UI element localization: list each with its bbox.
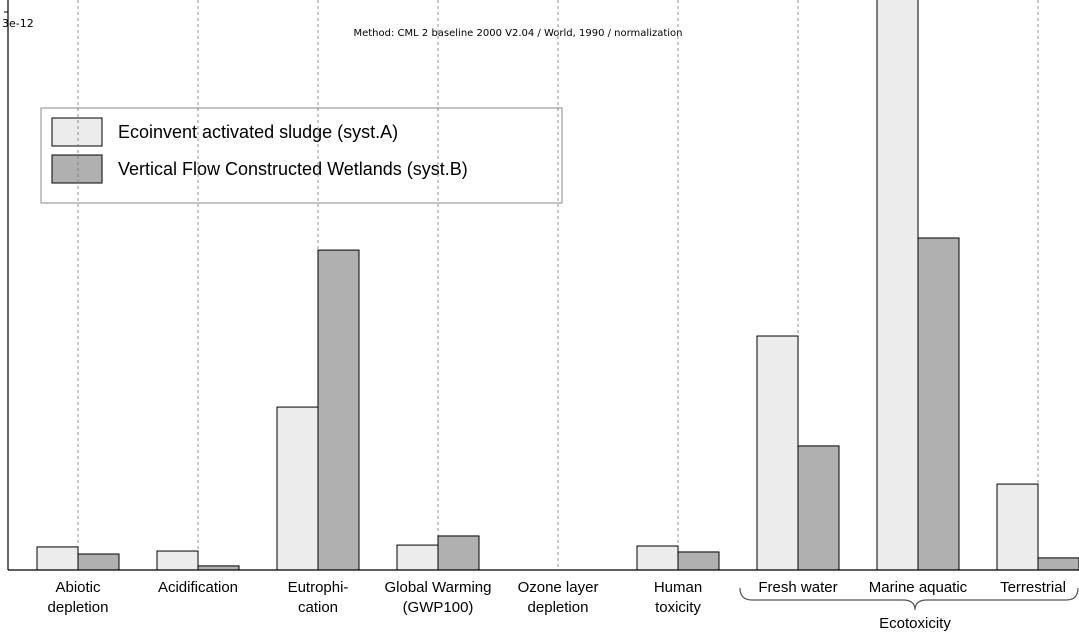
x-tick-label: cation <box>298 599 338 616</box>
x-tick-label: Acidification <box>158 579 238 596</box>
bar <box>917 237 960 571</box>
x-tick-label: Global Warming <box>385 579 492 596</box>
legend: Ecoinvent activated sludge (syst.A) Verti… <box>40 107 563 204</box>
x-tick-label: Abiotic <box>55 579 101 596</box>
bar <box>156 550 199 571</box>
x-tick-label: Marine aquatic <box>869 579 968 596</box>
group-brace <box>739 587 1079 611</box>
bar <box>437 535 480 571</box>
legend-swatch <box>51 154 103 184</box>
x-tick-label: Ozone layer <box>518 579 599 596</box>
bar <box>396 544 439 571</box>
y-tick-label: 3e-12 <box>2 17 34 30</box>
bar <box>1037 557 1079 571</box>
x-tick-label: Fresh water <box>758 579 837 596</box>
legend-swatch <box>51 117 103 147</box>
bar <box>317 249 360 571</box>
group-label: Ecotoxicity <box>879 615 951 632</box>
legend-label: Ecoinvent activated sludge (syst.A) <box>118 122 398 142</box>
x-tick-label: toxicity <box>655 599 701 616</box>
legend-box <box>40 107 563 204</box>
bar <box>677 551 720 571</box>
bar <box>797 445 840 571</box>
legend-label: Vertical Flow Constructed Wetlands (syst… <box>118 159 468 179</box>
chart-title: Method: CML 2 baseline 2000 V2.04 / Worl… <box>353 28 682 39</box>
bar <box>876 0 919 571</box>
bar <box>636 545 679 571</box>
x-tick-label: depletion <box>48 599 109 616</box>
bar <box>197 565 240 571</box>
x-tick-label: depletion <box>528 599 589 616</box>
bar <box>36 546 79 571</box>
x-tick-label: Terrestrial <box>1000 579 1066 596</box>
bar <box>996 483 1039 571</box>
x-tick-label: Eutrophi- <box>288 579 349 596</box>
x-tick-label: (GWP100) <box>403 599 474 616</box>
bar <box>276 406 319 571</box>
bar <box>756 335 799 571</box>
x-tick-label: Human <box>654 579 702 596</box>
bar <box>77 553 120 571</box>
